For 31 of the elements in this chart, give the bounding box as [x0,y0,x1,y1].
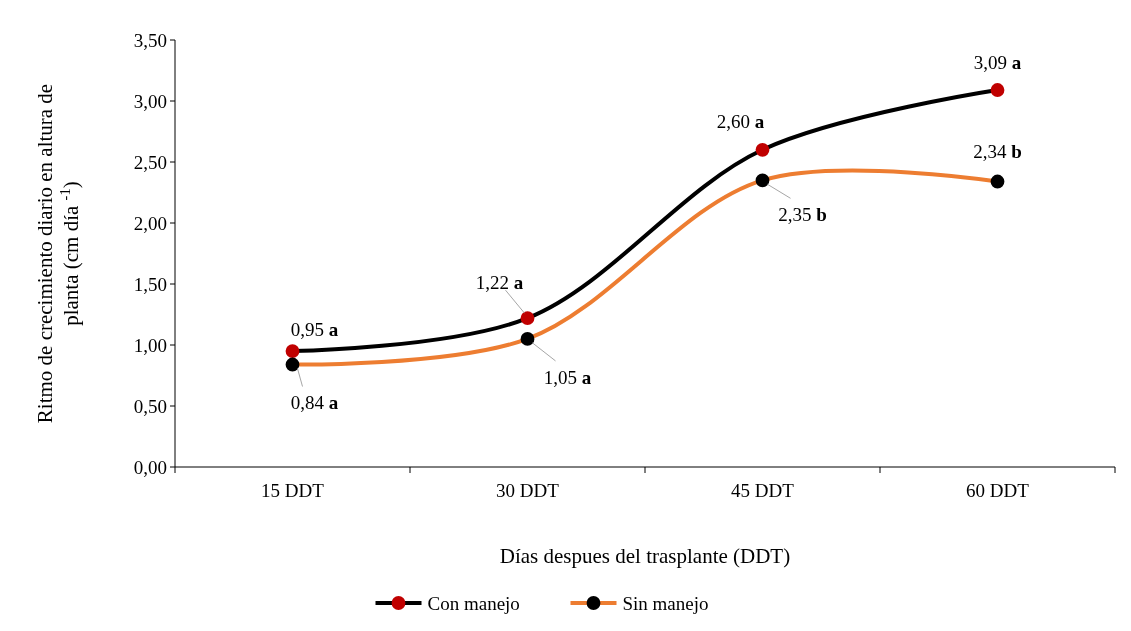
y-tick-label: 2,00 [133,212,167,234]
y-tick-label: 0,00 [133,456,167,478]
point [520,332,535,346]
data-label: 2,35 b [778,203,827,225]
y-tick-label: 3,00 [133,90,167,112]
x-tick-label: 60 DDT [966,480,1030,501]
data-label: 2,60 a [716,111,765,133]
x-tick-label: 45 DDT [731,480,795,501]
legend-label: Sin manejo [622,592,709,614]
legend-label: Con manejo [427,592,520,614]
point [990,174,1005,189]
point [990,83,1005,97]
data-label: 3,09 a [973,51,1022,73]
point [520,311,535,326]
data-label: 2,34 b [973,141,1022,163]
data-label: 1,05 a [543,366,592,388]
point [755,142,770,157]
y-tick-label: 1,00 [133,334,167,356]
point [285,344,300,358]
x-tick-label: 15 DDT [261,480,325,501]
y-tick-label: 3,50 [133,29,167,51]
x-tick-label: 30 DDT [496,480,560,501]
data-label: 0,84 a [290,392,339,414]
y-tick-label: 1,50 [133,273,167,295]
point [755,173,770,188]
point [285,357,300,372]
y-tick-label: 0,50 [133,395,167,417]
data-label: 0,95 a [290,318,339,340]
data-label: 1,22 a [475,271,524,293]
y-tick-label: 2,50 [133,151,167,173]
x-axis-title: Días despues del trasplante (DDT) [499,544,791,568]
